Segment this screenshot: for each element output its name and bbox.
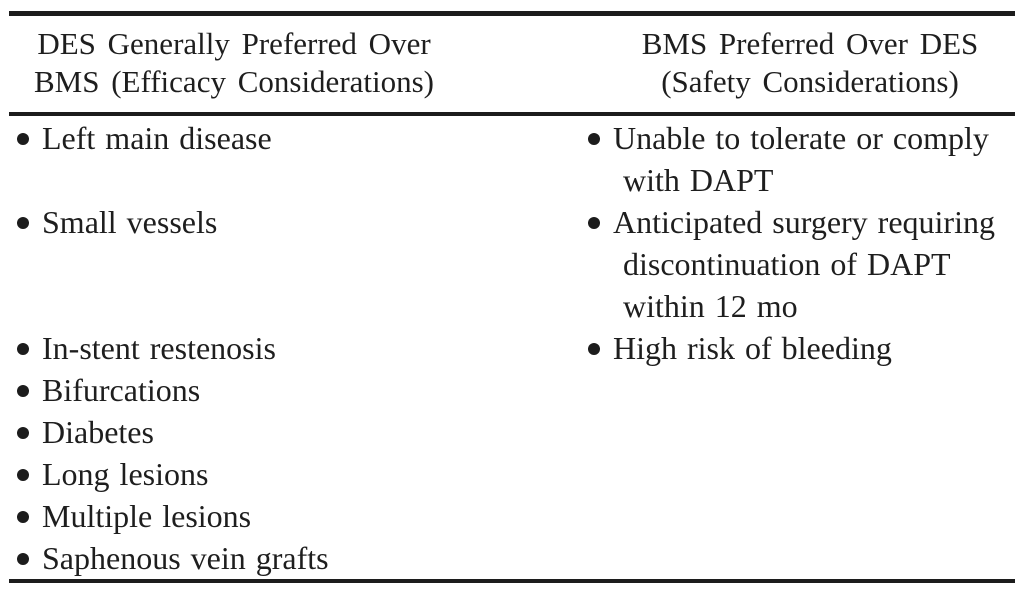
list-item: High risk of bleeding — [588, 327, 1015, 369]
bullet-icon — [17, 427, 29, 439]
stent-selection-table: DES Generally Preferred Over BMS (Effica… — [9, 11, 1015, 583]
bullet-icon — [588, 343, 600, 355]
table-cell — [579, 411, 1015, 453]
table-header-rule — [9, 112, 1015, 116]
table-cell: Unable to tolerate or comply with DAPT — [579, 117, 1015, 201]
bullet-icon — [17, 343, 29, 355]
table-cell: Bifurcations — [9, 369, 579, 411]
list-item: Diabetes — [17, 411, 579, 453]
list-item-text: Diabetes — [42, 414, 154, 450]
table-cell — [579, 369, 1015, 411]
table-row: Multiple lesions — [9, 495, 1015, 537]
table-cell — [579, 453, 1015, 495]
table-body: Left main disease Unable to tolerate or … — [9, 116, 1015, 579]
bullet-icon — [17, 469, 29, 481]
list-item: Left main disease — [17, 117, 579, 159]
bullet-icon — [17, 385, 29, 397]
header-cell-des: DES Generally Preferred Over BMS (Effica… — [9, 25, 579, 101]
bullet-icon — [17, 553, 29, 565]
table-row: In-stent restenosis High risk of bleedin… — [9, 327, 1015, 369]
table-row: Bifurcations — [9, 369, 1015, 411]
table-header-row: DES Generally Preferred Over BMS (Effica… — [9, 16, 1015, 112]
bullet-icon — [17, 133, 29, 145]
list-item: Long lesions — [17, 453, 579, 495]
table-cell: Anticipated surgery requiring discontinu… — [579, 201, 1015, 327]
bullet-icon — [588, 217, 600, 229]
table-bottom-rule — [9, 579, 1015, 583]
list-item-text: Long lesions — [42, 456, 209, 492]
table-cell: Multiple lesions — [9, 495, 579, 537]
table-cell: Saphenous vein grafts — [9, 537, 579, 579]
table-row: Long lesions — [9, 453, 1015, 495]
list-item: Anticipated surgery requiring discontinu… — [588, 201, 1015, 327]
table-cell: In-stent restenosis — [9, 327, 579, 369]
bullet-icon — [588, 133, 600, 145]
column-header-des-efficacy: DES Generally Preferred Over BMS (Effica… — [33, 26, 435, 99]
list-item-text: Saphenous vein grafts — [42, 540, 329, 576]
list-item: Bifurcations — [17, 369, 579, 411]
table-cell: Long lesions — [9, 453, 579, 495]
list-item: Unable to tolerate or comply with DAPT — [588, 117, 1015, 201]
table-cell: High risk of bleeding — [579, 327, 1015, 369]
table-row: Small vessels Anticipated surgery requir… — [9, 201, 1015, 327]
table-row: Left main disease Unable to tolerate or … — [9, 117, 1015, 201]
list-item: Multiple lesions — [17, 495, 579, 537]
bullet-icon — [17, 511, 29, 523]
table-cell: Diabetes — [9, 411, 579, 453]
table-cell: Small vessels — [9, 201, 579, 327]
list-item-text: Anticipated surgery requiring discontinu… — [613, 204, 995, 324]
list-item: In-stent restenosis — [17, 327, 579, 369]
header-cell-bms: BMS Preferred Over DES (Safety Considera… — [579, 25, 1015, 101]
table-cell — [579, 537, 1015, 579]
table-row: Saphenous vein grafts — [9, 537, 1015, 579]
list-item-text: Multiple lesions — [42, 498, 252, 534]
list-item-text: Small vessels — [42, 204, 218, 240]
table-row: Diabetes — [9, 411, 1015, 453]
list-item-text: Bifurcations — [42, 372, 201, 408]
column-header-bms-safety: BMS Preferred Over DES (Safety Considera… — [641, 26, 979, 99]
table-cell: Left main disease — [9, 117, 579, 201]
table-top-rule — [9, 11, 1015, 16]
list-item-text: High risk of bleeding — [613, 330, 892, 366]
list-item: Saphenous vein grafts — [17, 537, 579, 579]
table-cell — [579, 495, 1015, 537]
bullet-icon — [17, 217, 29, 229]
list-item: Small vessels — [17, 201, 579, 243]
list-item-text: Left main disease — [42, 120, 272, 156]
list-item-text: In-stent restenosis — [42, 330, 276, 366]
list-item-text: Unable to tolerate or comply with DAPT — [613, 120, 989, 198]
